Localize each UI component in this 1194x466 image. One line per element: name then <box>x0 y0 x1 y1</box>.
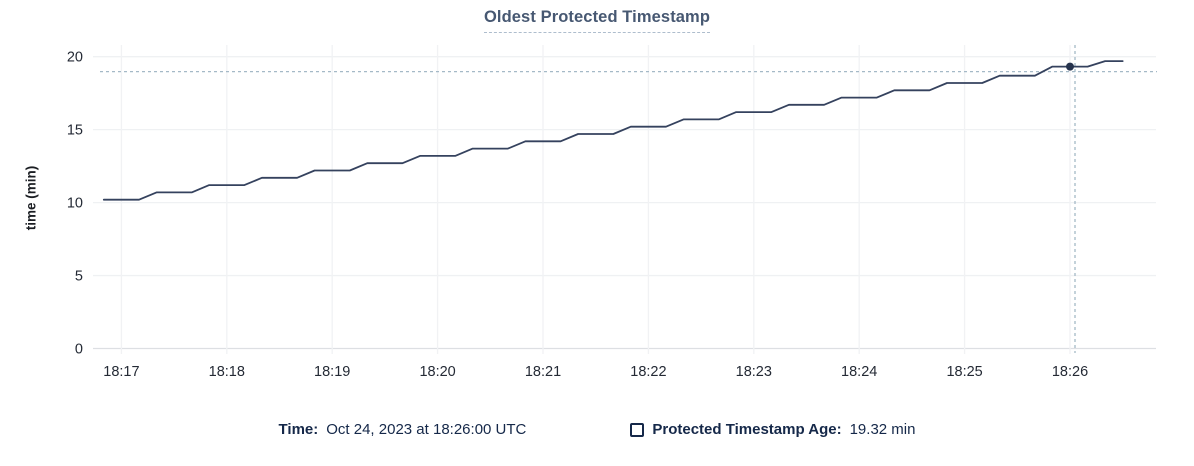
svg-text:18:20: 18:20 <box>419 364 455 380</box>
checkbox-unchecked-icon[interactable] <box>630 422 645 437</box>
chart-header: Oldest Protected Timestamp <box>0 8 1194 33</box>
legend-time-label: Time: <box>278 421 319 438</box>
chart-title[interactable]: Oldest Protected Timestamp <box>483 8 711 33</box>
x-tick-labels: 18:17 18:18 18:19 18:20 18:21 18:22 18:23 18:24… <box>103 364 1088 380</box>
hover-crosshair <box>100 45 1157 353</box>
svg-text:18:25: 18:25 <box>946 364 982 380</box>
svg-text:5: 5 <box>75 269 83 285</box>
y-gridlines <box>93 56 1156 350</box>
legend-time-group: Time: Oct 24, 2023 at 18:26:00 UTC <box>279 421 527 438</box>
x-gridlines <box>120 45 1071 354</box>
svg-text:20: 20 <box>67 50 83 66</box>
svg-text:18:24: 18:24 <box>841 364 877 380</box>
legend-series-item[interactable]: Protected Timestamp Age: 19.32 min <box>630 421 915 438</box>
svg-text:18:17: 18:17 <box>103 364 139 380</box>
svg-text:18:22: 18:22 <box>630 364 666 380</box>
svg-text:18:18: 18:18 <box>209 364 245 380</box>
legend-series-value: 19.32 min <box>849 421 916 438</box>
svg-text:0: 0 <box>75 342 83 358</box>
legend-time-value: Oct 24, 2023 at 18:26:00 UTC <box>326 421 527 438</box>
y-tick-labels: 0 5 10 15 20 <box>67 50 83 358</box>
svg-text:18:19: 18:19 <box>314 364 350 380</box>
svg-text:15: 15 <box>67 123 83 139</box>
svg-text:18:26: 18:26 <box>1052 364 1088 380</box>
svg-text:10: 10 <box>67 196 83 212</box>
legend-series-label: Protected Timestamp Age: <box>652 421 842 438</box>
svg-text:18:21: 18:21 <box>525 364 561 380</box>
chart-legend: Time: Oct 24, 2023 at 18:26:00 UTC Prote… <box>0 421 1194 438</box>
svg-text:18:23: 18:23 <box>736 364 772 380</box>
series-line <box>102 60 1124 201</box>
hover-point-dot <box>1066 62 1074 71</box>
